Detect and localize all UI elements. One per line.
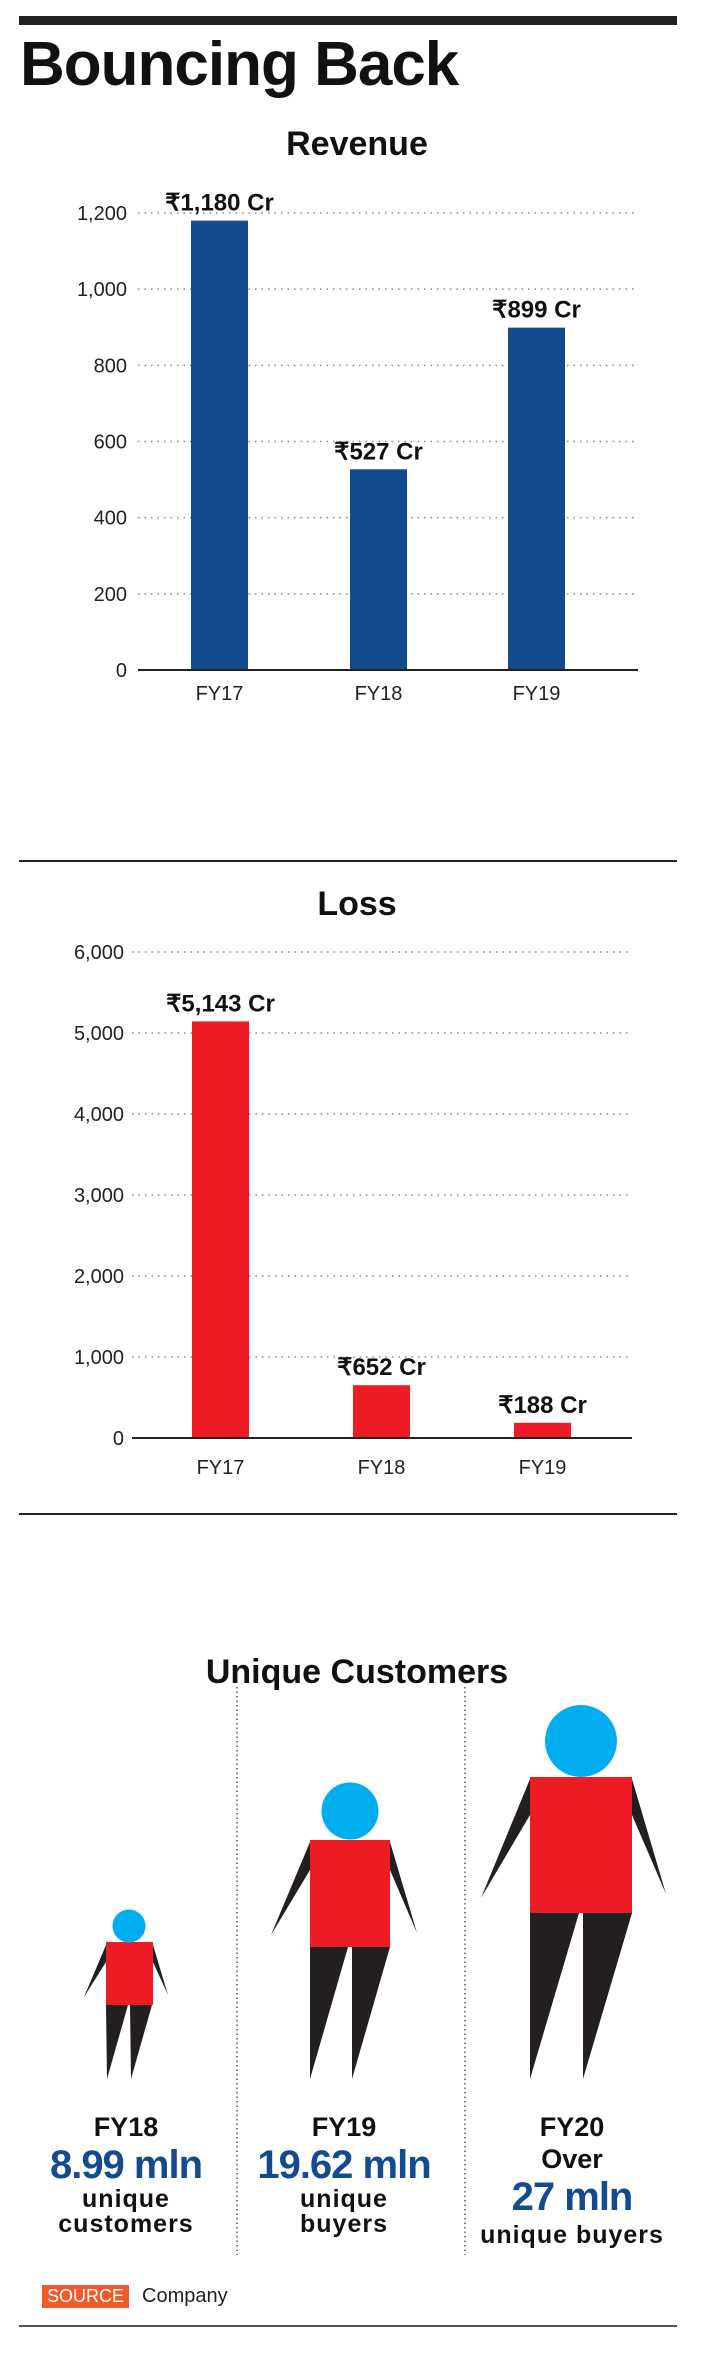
revenue-title: Revenue xyxy=(286,125,428,163)
data-label: ₹899 Cr xyxy=(492,297,581,324)
customer-desc: buyers xyxy=(300,2210,388,2238)
x-tick-label: FY17 xyxy=(196,683,244,705)
revenue-chart: 0 200 400 600 800 1,000 1,200 ₹1,180 Cr FY17 ₹527… xyxy=(77,190,638,705)
y-tick-label: 3,000 xyxy=(74,1185,124,1207)
y-tick-label: 200 xyxy=(94,584,127,606)
year-label: FY20 xyxy=(539,2112,605,2142)
page-title: Bouncing Back xyxy=(20,30,459,99)
y-tick-label: 0 xyxy=(113,1428,124,1450)
bar-fy17 xyxy=(191,220,248,670)
customers-column-fy20: FY20 Over 27 mln unique buyers xyxy=(457,2111,687,2248)
person-figure-small xyxy=(84,1909,168,2079)
over-label: Over xyxy=(541,2144,603,2174)
data-label: ₹1,180 Cr xyxy=(165,190,274,217)
customers-title: Unique Customers xyxy=(205,1653,509,1691)
customer-desc: unique xyxy=(82,2185,170,2213)
y-tick-label: 0 xyxy=(116,660,127,682)
y-tick-label: 2,000 xyxy=(74,1266,124,1288)
data-label: ₹5,143 Cr xyxy=(166,990,275,1017)
y-tick-label: 600 xyxy=(94,432,127,454)
divider xyxy=(19,1513,677,1515)
data-label: ₹527 Cr xyxy=(334,438,423,465)
bottom-rule xyxy=(19,2325,677,2327)
bar-fy18 xyxy=(350,469,407,670)
y-tick-label: 800 xyxy=(94,355,127,377)
customer-count: 27 mln xyxy=(511,2175,634,2219)
data-label: ₹652 Cr xyxy=(337,1354,426,1381)
y-tick-label: 1,000 xyxy=(74,1347,124,1369)
x-tick-label: FY18 xyxy=(358,1457,406,1479)
customer-count: 8.99 mln xyxy=(49,2143,203,2187)
customers-column-fy18: FY18 8.99 mln unique customers xyxy=(11,2111,241,2237)
customers-column-fy19: FY19 19.62 mln unique buyers xyxy=(229,2111,459,2237)
divider xyxy=(19,860,677,862)
customer-desc: unique buyers xyxy=(480,2221,664,2249)
x-tick-label: FY17 xyxy=(197,1457,245,1479)
y-tick-label: 4,000 xyxy=(74,1104,124,1126)
customer-desc: customers xyxy=(58,2210,194,2238)
data-label: ₹188 Cr xyxy=(498,1392,587,1419)
y-tick-label: 1,000 xyxy=(77,279,127,301)
x-tick-label: FY19 xyxy=(513,683,561,705)
y-tick-label: 1,200 xyxy=(77,203,127,225)
y-tick-label: 400 xyxy=(94,508,127,530)
y-tick-label: 6,000 xyxy=(74,942,124,964)
customer-count: 19.62 mln xyxy=(257,2143,431,2187)
customer-desc: unique xyxy=(300,2185,388,2213)
year-label: FY19 xyxy=(311,2112,377,2142)
x-tick-label: FY19 xyxy=(519,1457,567,1479)
bar-fy18 xyxy=(353,1385,410,1438)
top-rule xyxy=(19,16,677,25)
year-label: FY18 xyxy=(93,2112,159,2142)
person-figure-medium xyxy=(271,1782,417,2079)
bar-fy19 xyxy=(508,327,565,670)
bar-fy17 xyxy=(192,1021,249,1438)
source-badge: SOURCE xyxy=(42,2285,130,2308)
person-figure-large xyxy=(481,1705,666,2079)
y-tick-label: 5,000 xyxy=(74,1023,124,1045)
loss-chart: 0 1,000 2,000 3,000 4,000 5,000 6,000 ₹5,143 Cr… xyxy=(74,942,632,1479)
source-text: Company xyxy=(142,2285,228,2307)
loss-title: Loss xyxy=(317,885,397,923)
bar-fy19 xyxy=(514,1422,571,1438)
x-tick-label: FY18 xyxy=(355,683,403,705)
